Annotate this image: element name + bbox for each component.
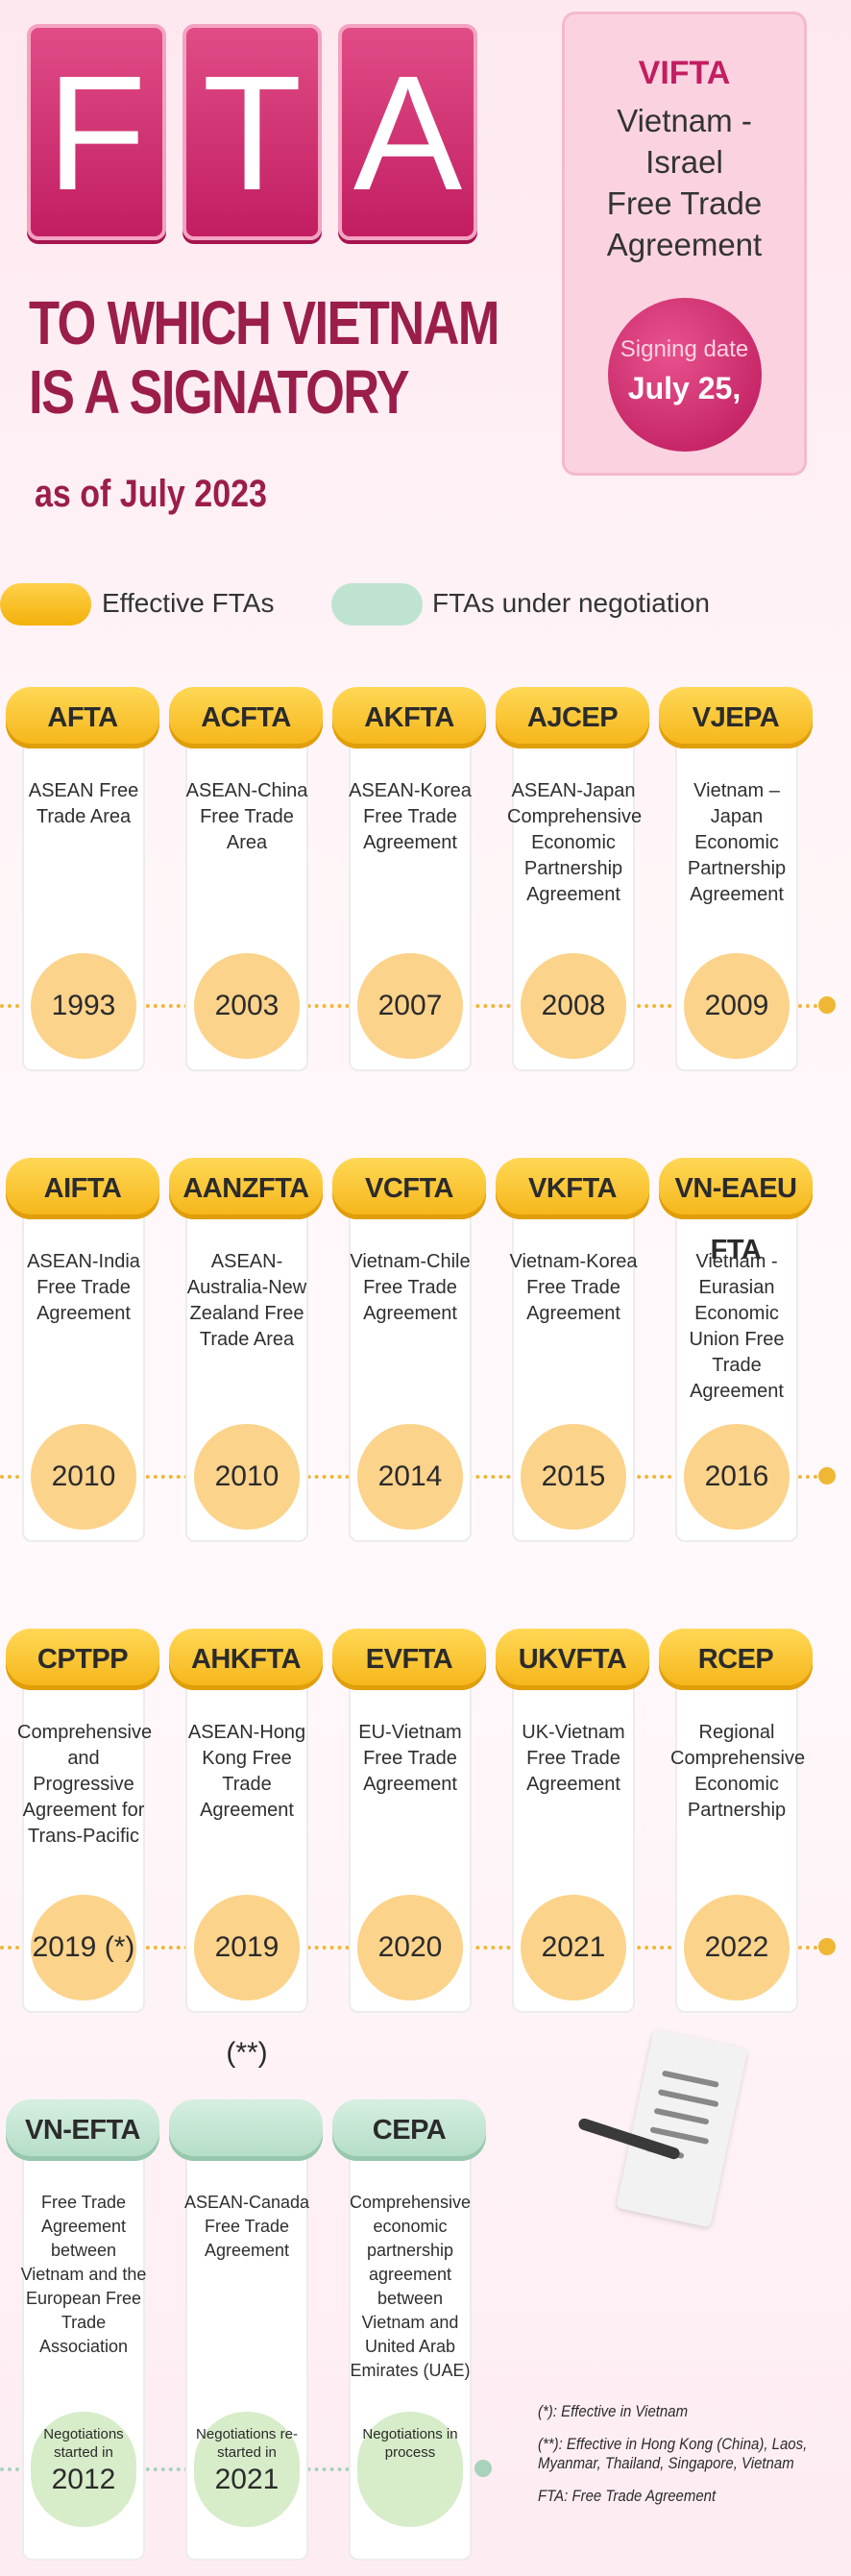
negotiation-status: Negotiations in process bbox=[362, 2426, 458, 2461]
fta-description: ASEAN-India Free Trade Agreement bbox=[27, 1251, 140, 1324]
fta-year-circle: 2022 bbox=[684, 1895, 790, 2000]
vifta-name-line: Free Trade bbox=[606, 185, 763, 221]
tile-a: A bbox=[338, 24, 477, 240]
fta-code-tab: ACFTA bbox=[169, 687, 323, 748]
signing-label: Signing date bbox=[620, 336, 749, 362]
fta-code-tab: CPTPP bbox=[6, 1629, 159, 1690]
fta-description: ASEAN-Japan Comprehensive Economic Partn… bbox=[507, 780, 643, 905]
fta-description: Regional Comprehensive Economic Partners… bbox=[670, 1722, 806, 1821]
paper-icon bbox=[616, 2028, 748, 2228]
fta-code-tab: AJCEP bbox=[496, 687, 649, 748]
as-of-date: as of July 2023 bbox=[35, 473, 267, 515]
fta-description: ASEAN-Australia-New Zealand Free Trade A… bbox=[186, 1251, 307, 1350]
negotiation-status: Negotiations started in bbox=[43, 2426, 124, 2461]
vifta-card: VIFTA Vietnam - Israel Free Trade Agreem… bbox=[562, 12, 807, 476]
fta-code-tab: UKVFTA bbox=[496, 1629, 649, 1690]
fta-year-circle: 2020 bbox=[357, 1895, 463, 2000]
fta-code-tab: RCEP bbox=[659, 1629, 813, 1690]
fta-year-circle: 2019 (**) bbox=[194, 1895, 300, 2069]
fta-year-circle: 2019 (*) bbox=[31, 1895, 136, 2000]
negotiation-year: 2021 bbox=[214, 2464, 280, 2495]
negotiation-status-circle: Negotiations re-started in 2021 bbox=[194, 2412, 300, 2527]
negotiation-legend-swatch bbox=[331, 583, 423, 626]
fta-year-circle: 2003 bbox=[194, 953, 300, 1059]
fta-code-tab: AKFTA bbox=[332, 687, 486, 748]
vifta-name-line: Agreement bbox=[606, 227, 763, 262]
vifta-name: Vietnam - Israel Free Trade Agreement bbox=[565, 100, 804, 265]
timeline-end-dot bbox=[818, 1467, 836, 1484]
fta-description: ASEAN-Korea Free Trade Agreement bbox=[349, 780, 472, 853]
fta-description: ASEAN-Hong Kong Free Trade Agreement bbox=[187, 1722, 306, 1821]
fta-code-tab: AHKFTA bbox=[169, 1629, 323, 1690]
negotiation-legend-label: FTAs under negotiation bbox=[432, 588, 710, 618]
fta-description: ASEAN Free Trade Area bbox=[28, 780, 139, 827]
signing-date: July 25, bbox=[627, 371, 742, 405]
page-title: TO WHICH VIETNAM IS A SIGNATORY bbox=[29, 288, 499, 427]
fta-code-tab: VJEPA bbox=[659, 687, 813, 748]
vifta-name-line: Vietnam - Israel bbox=[617, 103, 752, 180]
negotiation-year: 2012 bbox=[51, 2464, 116, 2495]
fta-year-circle: 2016 bbox=[684, 1424, 790, 1530]
fta-code-tab: AIFTA bbox=[6, 1158, 159, 1219]
vifta-code: VIFTA bbox=[638, 55, 731, 91]
header: F T A TO WHICH VIETNAM IS A SIGNATORY as… bbox=[0, 0, 851, 577]
fta-code-tab: VKFTA bbox=[496, 1158, 649, 1219]
footnote: (**): Effective in Hong Kong (China), La… bbox=[538, 2435, 808, 2472]
fta-description: EU-Vietnam Free Trade Agreement bbox=[358, 1722, 462, 1795]
fta-description: Vietnam-Korea Free Trade Agreement bbox=[509, 1251, 638, 1324]
fta-description: Vietnam – Japan Economic Partnership Agr… bbox=[687, 780, 787, 905]
fta-code-tab: VCFTA bbox=[332, 1158, 486, 1219]
title-line-1: TO WHICH VIETNAM bbox=[29, 288, 499, 357]
timeline-end-dot bbox=[818, 1938, 836, 1955]
fta-year-circle: 2009 bbox=[684, 953, 790, 1059]
title-line-2: IS A SIGNATORY bbox=[29, 357, 410, 427]
negotiation-code-tab: VN-EFTA bbox=[6, 2099, 159, 2161]
fta-code-tab: VN-EAEU FTA bbox=[659, 1158, 813, 1265]
negotiation-description: Free Trade Agreement between Vietnam and… bbox=[20, 2193, 147, 2356]
effective-legend-label: Effective FTAs bbox=[102, 588, 275, 618]
negotiation-end-dot bbox=[474, 2460, 492, 2477]
fta-description: Vietnam-Chile Free Trade Agreement bbox=[350, 1251, 471, 1324]
fta-year-circle: 2021 bbox=[521, 1895, 626, 2000]
fta-year-circle: 2010 bbox=[194, 1424, 300, 1530]
footnote: FTA: Free Trade Agreement bbox=[538, 2487, 717, 2505]
fta-year-circle: 1993 bbox=[31, 953, 136, 1059]
timeline-end-dot bbox=[818, 996, 836, 1014]
fta-year-circle: 2015 bbox=[521, 1424, 626, 1530]
negotiation-code-tab: CEPA bbox=[332, 2099, 486, 2161]
negotiation-status-circle: Negotiations started in 2012 bbox=[31, 2412, 136, 2527]
effective-legend-swatch bbox=[0, 583, 91, 626]
fta-description: Comprehensive and Progressive Agreement … bbox=[17, 1722, 153, 1847]
footnote: (*): Effective in Vietnam bbox=[538, 2402, 689, 2420]
negotiation-description: ASEAN-Canada Free Trade Agreement bbox=[183, 2193, 310, 2260]
fta-code-tab: AFTA bbox=[6, 687, 159, 748]
negotiation-description: Comprehensive economic partnership agree… bbox=[349, 2193, 472, 2380]
tile-t: T bbox=[182, 24, 322, 240]
tile-f: F bbox=[27, 24, 166, 240]
signing-date-circle: Signing date July 25, bbox=[607, 298, 762, 452]
fta-description: ASEAN-China Free Trade Area bbox=[185, 780, 308, 853]
fta-description: Vietnam - Eurasian Economic Union Free T… bbox=[689, 1251, 785, 1402]
negotiation-code-tab bbox=[169, 2099, 323, 2161]
footnotes: (*): Effective in Vietnam (**): Effectiv… bbox=[538, 2402, 845, 2519]
negotiation-status-circle: Negotiations in process bbox=[357, 2412, 463, 2527]
fta-year-circle: 2010 bbox=[31, 1424, 136, 1530]
fta-year-circle: 2008 bbox=[521, 953, 626, 1059]
document-pen-illustration bbox=[576, 2028, 749, 2248]
fta-code-tab: AANZFTA bbox=[169, 1158, 323, 1219]
fta-year-circle: 2014 bbox=[357, 1424, 463, 1530]
fta-description: UK-Vietnam Free Trade Agreement bbox=[522, 1722, 625, 1795]
negotiation-status: Negotiations re-started in bbox=[196, 2426, 298, 2461]
fta-code-tab: EVFTA bbox=[332, 1629, 486, 1690]
fta-year-circle: 2007 bbox=[357, 953, 463, 1059]
